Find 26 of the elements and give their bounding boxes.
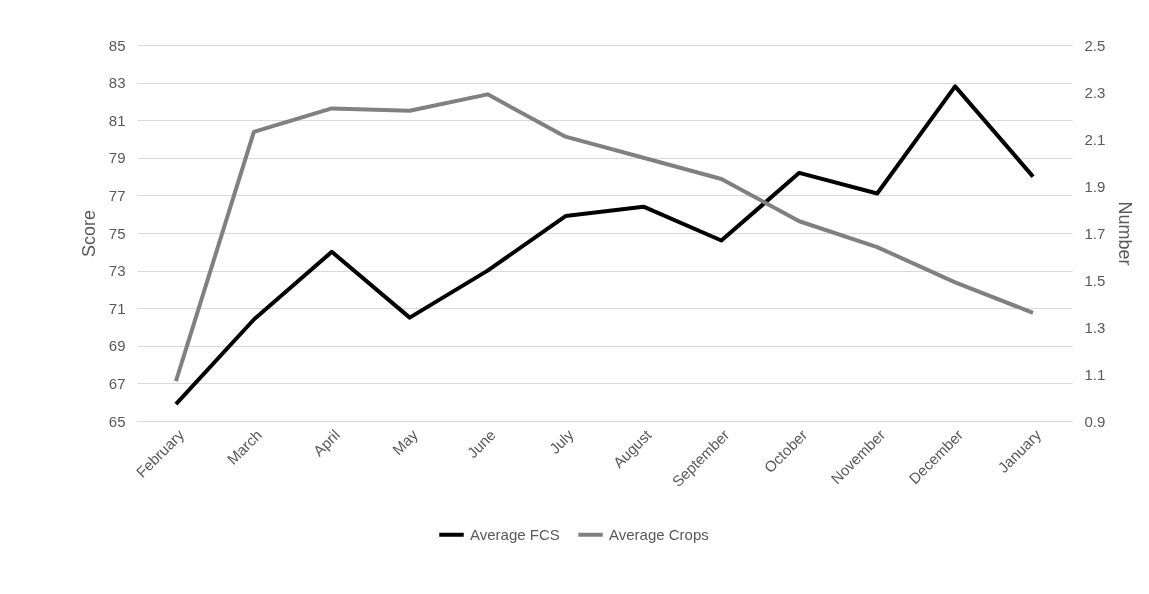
y2-tick-label: 2.3: [1084, 83, 1106, 101]
y2-axis-title: Number: [1115, 201, 1136, 266]
x-tick-label: July: [545, 425, 577, 457]
legend-label: Average Crops: [609, 525, 709, 543]
y-tick-label: 77: [108, 186, 126, 204]
y-tick-label: 83: [108, 74, 126, 92]
y-tick-label: 79: [108, 149, 126, 167]
y2-tick-label: 1.9: [1084, 177, 1106, 195]
y-tick-label: 85: [108, 36, 126, 54]
y2-tick-label: 1.3: [1084, 318, 1106, 336]
x-tick-label: May: [388, 425, 422, 459]
y-tick-label: 81: [108, 111, 126, 129]
y-axis-title: Score: [78, 209, 99, 258]
y-tick-label: 71: [108, 299, 126, 317]
y-tick-label: 73: [108, 262, 126, 280]
y2-tick-label: 0.9: [1084, 412, 1106, 430]
y2-tick-label: 1.7: [1084, 224, 1106, 242]
y2-tick-label: 2.5: [1084, 36, 1106, 54]
y2-tick-label: 1.1: [1084, 365, 1106, 383]
legend-label: Average FCS: [470, 525, 560, 543]
y-tick-label: 67: [108, 374, 126, 392]
y-tick-label: 69: [108, 337, 126, 355]
y-tick-label: 65: [108, 412, 126, 430]
y-tick-label: 75: [108, 224, 126, 242]
y2-tick-label: 1.5: [1084, 271, 1106, 289]
y2-tick-label: 2.1: [1084, 130, 1106, 148]
